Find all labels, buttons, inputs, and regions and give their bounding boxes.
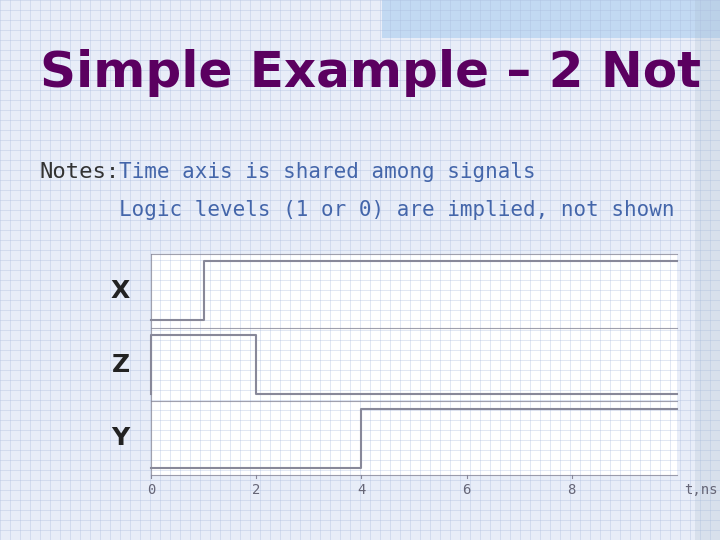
Text: Simple Example – 2 Not Gates: Simple Example – 2 Not Gates — [40, 49, 720, 97]
Bar — [382, 0, 720, 38]
Text: Logic levels (1 or 0) are implied, not shown: Logic levels (1 or 0) are implied, not s… — [119, 200, 675, 220]
Text: 8: 8 — [567, 483, 576, 497]
Text: Notes:: Notes: — [40, 162, 120, 182]
Text: t,ns: t,ns — [684, 483, 718, 497]
Bar — [151, 254, 677, 475]
Bar — [695, 0, 720, 540]
Text: 4: 4 — [357, 483, 366, 497]
Text: Y: Y — [112, 426, 130, 450]
Text: X: X — [110, 279, 130, 303]
Text: 2: 2 — [252, 483, 261, 497]
Text: 0: 0 — [147, 483, 156, 497]
Text: Z: Z — [112, 353, 130, 376]
Text: 6: 6 — [462, 483, 471, 497]
Text: Time axis is shared among signals: Time axis is shared among signals — [119, 162, 536, 182]
